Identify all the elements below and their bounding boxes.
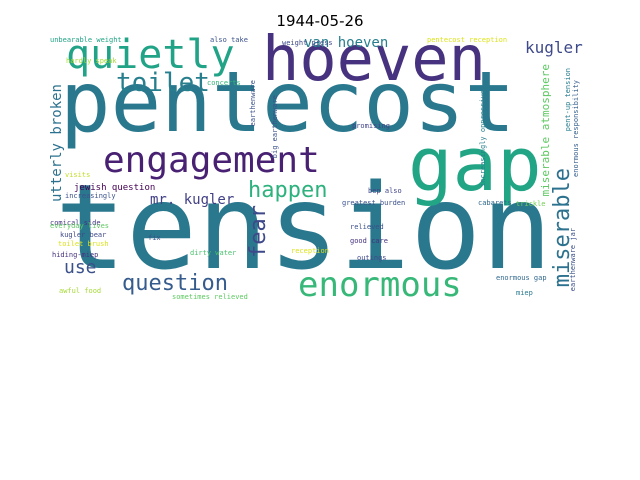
cloud-word: gap: [408, 122, 542, 208]
cloud-word: utterly broken: [49, 84, 65, 203]
cloud-word: earthenware jar: [569, 228, 577, 292]
cloud-word: greatest burden: [342, 199, 406, 207]
cloud-word: bep also: [368, 187, 402, 195]
cloud-word: visits: [65, 171, 91, 179]
cloud-word: enormous responsibility: [572, 80, 580, 177]
cloud-word: quietly: [66, 33, 235, 78]
cloud-word: miserable atmosphere: [539, 64, 552, 197]
cloud-word: increasingly oppressive: [479, 90, 487, 187]
cloud-word: van hoeven: [304, 35, 389, 51]
cloud-word: also take: [210, 36, 248, 44]
cloud-word: weight press: [282, 39, 333, 47]
cloud-word: toilet: [116, 68, 210, 98]
cloud-word: mr. kugler: [150, 192, 235, 208]
cloud-word: big earthenware: [271, 95, 279, 159]
cloud-word: unbearable weight: [50, 36, 122, 44]
cloud-word: enormous gap: [496, 274, 547, 282]
cloud-word: sometimes relieved: [172, 293, 248, 301]
cloud-word: hiding-miep: [52, 251, 99, 259]
cloud-word: promising: [352, 122, 390, 130]
cloud-word: tension: [55, 158, 553, 296]
cloud-word: increasingly: [65, 192, 116, 200]
cloud-word: reception: [291, 247, 329, 255]
cloud-word: everyday lives: [50, 222, 110, 230]
cloud-word: awful food: [59, 287, 102, 295]
cloud-word: comical side: [50, 219, 101, 227]
cloud-word: fix: [148, 234, 161, 242]
word-cloud: tension pentecost hoeven gap engagement quiet…: [45, 33, 605, 303]
cloud-word: dirty water: [190, 249, 237, 257]
cloud-word: kugler: [525, 38, 583, 57]
cloud-word: miep: [516, 289, 533, 297]
cloud-word: happen: [248, 178, 328, 203]
cloud-word: hoeven: [262, 33, 486, 95]
cloud-word: engagement: [103, 140, 320, 181]
cloud-word: pent-up tension: [564, 68, 572, 132]
cloud-word: hardly speak: [66, 57, 117, 65]
cloud-word: cabarets: [478, 199, 512, 207]
cloud-word: jewish question: [74, 183, 156, 193]
figure-title: 1944-05-26: [276, 12, 364, 30]
cloud-word: outings: [357, 254, 387, 262]
cloud-word: kugler bear: [60, 231, 107, 239]
cloud-word: concerts: [207, 79, 241, 87]
cloud-word: fear: [246, 205, 271, 258]
cloud-word: pentecost: [60, 53, 516, 151]
cloud-word: earthenware: [249, 80, 257, 127]
cloud-word: good care: [350, 237, 388, 245]
cloud-word: question: [122, 271, 228, 296]
cloud-word: use: [64, 257, 97, 278]
cloud-word: trickle: [516, 200, 546, 208]
cloud-word: enormous: [298, 265, 462, 303]
cloud-word: pentecost reception: [427, 36, 508, 44]
cloud-word: relieved: [350, 223, 384, 231]
cloud-word: toilet brush: [58, 240, 109, 248]
